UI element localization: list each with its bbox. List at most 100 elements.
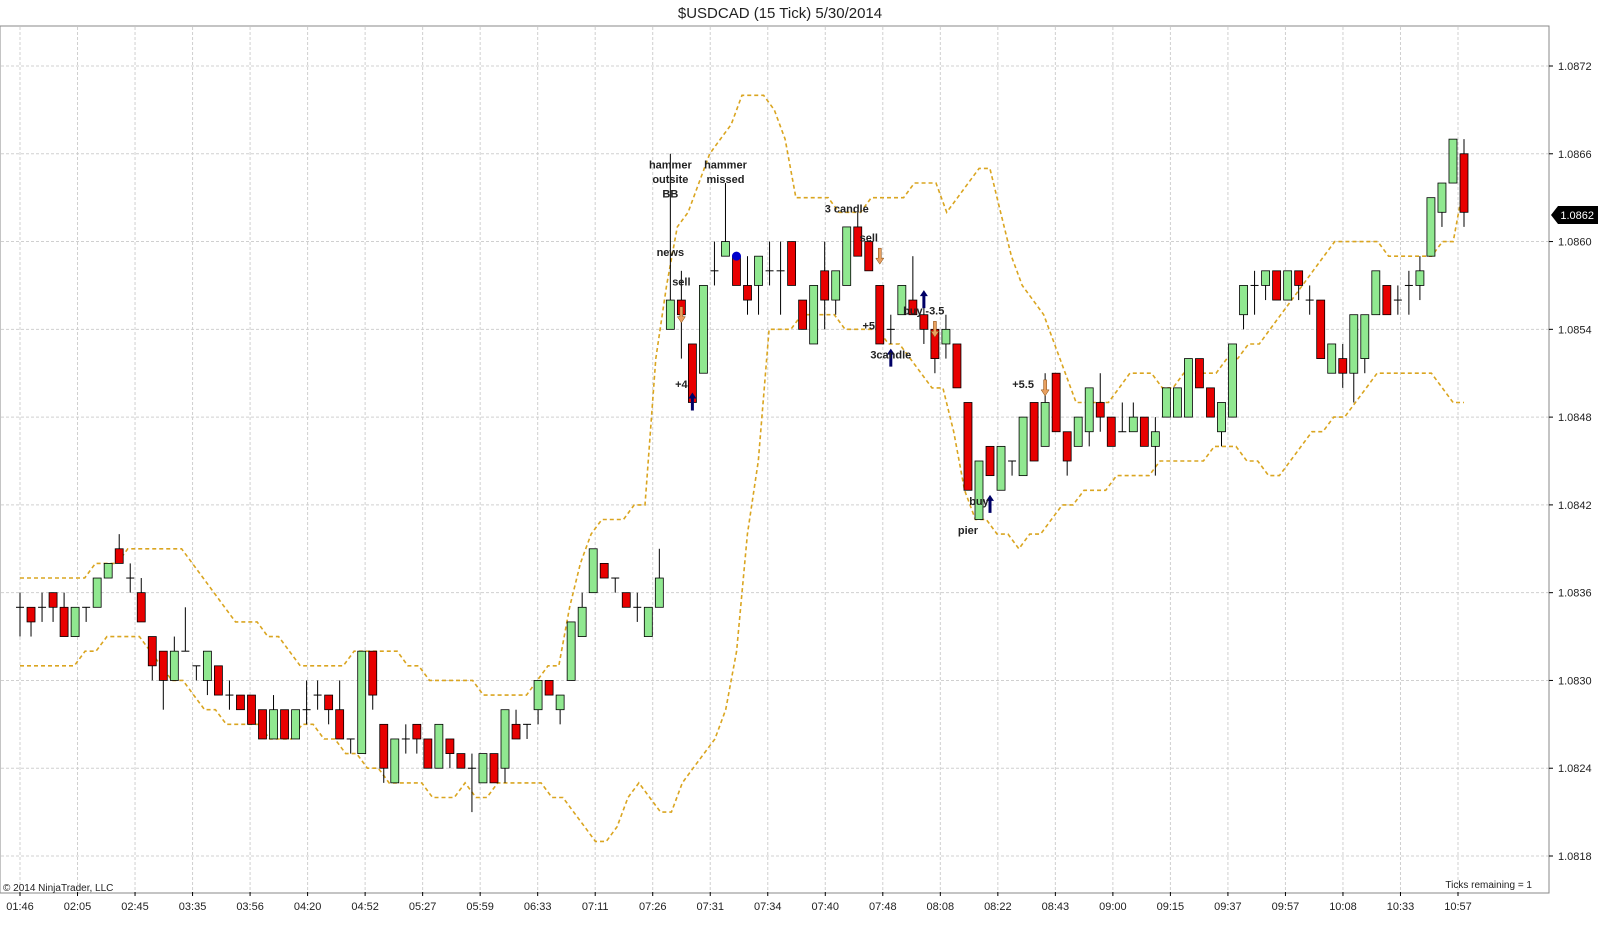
sell-arrow-icon	[676, 306, 686, 324]
candles	[16, 138, 1469, 813]
x-tick-label: 07:31	[696, 901, 724, 913]
annotation-label: buy	[903, 306, 923, 318]
candle-up	[721, 241, 730, 257]
annotation-label: buy	[969, 496, 989, 508]
y-tick-label: 1.0854	[1558, 324, 1592, 336]
candle-down	[136, 592, 146, 623]
candle-down	[743, 285, 752, 301]
annotation-label: outsite	[652, 174, 688, 186]
candle-down	[59, 606, 69, 637]
candle-up	[1161, 387, 1171, 418]
candle-down	[1316, 299, 1326, 359]
annotation-label: 3 candle	[825, 203, 869, 215]
candle-down	[1195, 358, 1204, 389]
candle-down	[963, 402, 973, 491]
last-price-shape	[1551, 206, 1598, 224]
candle-up	[1150, 431, 1160, 447]
candle-down	[864, 241, 874, 272]
x-tick-label: 08:22	[984, 901, 1012, 913]
candle-up	[754, 255, 763, 286]
candle-down	[456, 753, 466, 769]
candle-down	[787, 241, 797, 286]
y-tick-label: 1.0842	[1558, 500, 1592, 512]
candle-up	[1415, 270, 1425, 286]
candle-down	[1206, 387, 1215, 418]
annotation-label: sell	[860, 233, 878, 245]
candle-up	[1173, 387, 1182, 418]
candle-up	[577, 606, 587, 637]
x-tick-label: 02:05	[64, 901, 92, 913]
x-tick-label: 03:35	[179, 901, 207, 913]
y-axis: 1.0818 1.0824 1.0830 1.0836 1.0842 1.0848 1.08…	[1549, 61, 1592, 863]
candle-up	[357, 650, 367, 754]
annotation-label: 3candle	[870, 350, 911, 362]
candle-down	[1272, 270, 1282, 301]
candle-down	[1062, 431, 1072, 462]
y-tick-label: 1.0824	[1558, 763, 1592, 775]
candle-down	[908, 299, 918, 316]
candle-up	[1239, 285, 1248, 316]
x-tick-label: 01:46	[6, 901, 34, 913]
candle-up	[70, 606, 80, 637]
candle-up	[1073, 416, 1083, 447]
annotation-label: pier	[958, 525, 979, 537]
annotations: hammer outsite BB news sell +4 hammer missed 3 c…	[649, 159, 1034, 537]
candle-up	[566, 621, 576, 681]
annotation-label: missed	[707, 174, 745, 186]
sell-arrow-icon	[930, 321, 940, 338]
x-tick-label: 08:08	[927, 901, 955, 913]
candle-up	[897, 285, 907, 316]
candle-up	[974, 460, 984, 520]
x-tick-label: 03:56	[236, 901, 264, 913]
candle-down	[1139, 416, 1149, 447]
candle-down	[379, 723, 389, 769]
candle-down	[214, 665, 223, 696]
candle-up	[1448, 138, 1458, 184]
candle-down	[1459, 153, 1469, 213]
candle-up	[1437, 182, 1447, 213]
bollinger-bands	[20, 94, 1465, 843]
candle-down	[445, 738, 455, 754]
candle-down	[1029, 402, 1039, 462]
candle-down	[247, 694, 256, 725]
candle-up	[1349, 314, 1359, 374]
buy-arrow-icon	[919, 290, 928, 309]
candle-up	[1084, 387, 1094, 433]
annotation-label: +4	[675, 379, 688, 391]
annotation-label: BB	[662, 189, 678, 201]
x-tick-label: 10:57	[1444, 901, 1472, 913]
annotation-label: sell	[672, 276, 690, 288]
candle-down	[511, 723, 521, 740]
last-price-box: 1.0862	[1551, 206, 1598, 224]
chart-title: $USDCAD (15 Tick) 5/30/2014	[678, 5, 882, 22]
upper-band-line	[20, 94, 1465, 696]
y-tick-label: 1.0866	[1558, 149, 1592, 161]
x-tick-label: 07:34	[754, 901, 782, 913]
candle-up	[699, 285, 708, 374]
candle-down	[280, 709, 289, 740]
candle-down	[875, 285, 885, 345]
candle-down	[1106, 416, 1116, 447]
candle-up	[390, 738, 400, 784]
candle-up	[1371, 270, 1381, 316]
candle-up	[202, 650, 212, 681]
y-tick-label: 1.0848	[1558, 412, 1592, 424]
y-tick-label: 1.0860	[1558, 237, 1592, 249]
candle-down	[158, 650, 168, 681]
candle-down	[1382, 285, 1392, 316]
candle-down	[114, 548, 124, 564]
candle-up	[654, 577, 664, 608]
candle-down	[489, 753, 499, 784]
annotation-label: hammer	[704, 159, 748, 171]
x-tick-label: 09:15	[1157, 901, 1185, 913]
candle-up	[169, 650, 179, 681]
candle-up	[533, 680, 543, 711]
candle-up	[103, 563, 113, 579]
x-tick-label: 04:52	[351, 901, 379, 913]
candle-up	[92, 577, 102, 608]
x-tick-label: 05:27	[409, 901, 437, 913]
candle-up	[842, 226, 852, 286]
candle-up	[555, 694, 565, 711]
candle-up	[1283, 270, 1293, 301]
